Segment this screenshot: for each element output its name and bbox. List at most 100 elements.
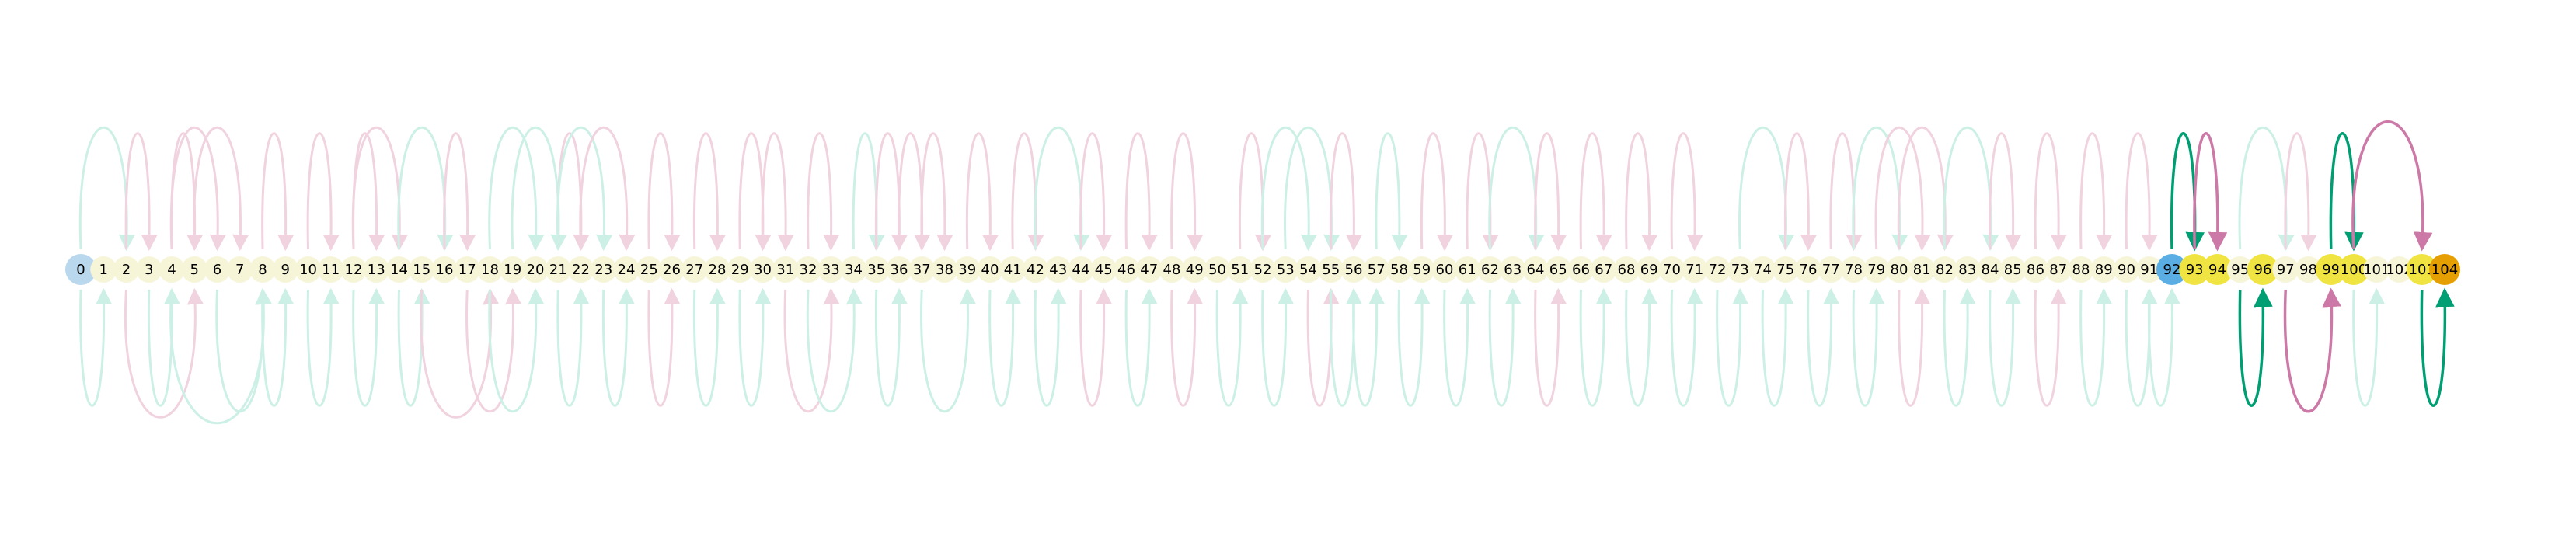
node-69: 69 (1636, 256, 1663, 283)
node-circle (1295, 256, 1322, 283)
node-44: 44 (1068, 256, 1094, 283)
arc-above-4-5 (170, 132, 204, 252)
arc-above-5-7 (193, 127, 249, 252)
arc-below-88-89 (2079, 287, 2113, 407)
node-label: 50 (1208, 262, 1226, 278)
node-label: 23 (594, 262, 612, 278)
node-label: 75 (1776, 262, 1794, 278)
arc-above-64-65 (1534, 132, 1567, 252)
node-label: 12 (345, 262, 363, 278)
arc-below-70-71 (1670, 287, 1703, 407)
arc-above-8-9 (261, 132, 295, 252)
node-circle (90, 256, 117, 283)
node-88: 88 (2068, 256, 2094, 283)
node-100: 100 (2338, 254, 2369, 285)
node-53: 53 (1272, 256, 1299, 283)
node-circle (1159, 256, 1185, 283)
node-label: 72 (1709, 262, 1727, 278)
node-label: 47 (1140, 262, 1158, 278)
node-circle (385, 256, 413, 283)
node-circle (295, 256, 322, 283)
node-circle (1090, 256, 1117, 283)
node-label: 101 (2363, 262, 2390, 278)
node-circle (499, 256, 526, 283)
node-label: 32 (800, 262, 817, 278)
node-circle (567, 256, 594, 283)
node-circle (340, 256, 367, 283)
arc-below-55-56 (1329, 287, 1362, 407)
arc-below-37-39 (920, 287, 977, 412)
arc-above-82-84 (1943, 127, 1999, 252)
node-label: 86 (2027, 262, 2044, 278)
arc-above-95-97 (2238, 127, 2295, 252)
node-circle (317, 256, 344, 283)
arc-below-90-91 (2125, 287, 2158, 407)
node-circle (1795, 256, 1821, 283)
arc-above-12-13 (352, 132, 385, 252)
node-41: 41 (999, 256, 1027, 283)
node-label: 74 (1754, 262, 1772, 278)
arc-below-91-92 (2147, 287, 2180, 407)
arc-above-36-37 (898, 132, 931, 252)
node-13: 13 (363, 256, 390, 283)
node-70: 70 (1658, 256, 1685, 283)
node-label: 68 (1618, 262, 1636, 278)
arc-below-46-47 (1124, 287, 1158, 407)
node-6: 6 (204, 256, 231, 283)
node-81: 81 (1908, 256, 1936, 283)
arc-below-40-41 (988, 287, 1022, 407)
node-circle (1499, 256, 1526, 283)
node-circle (1863, 256, 1890, 283)
node-circle (1181, 256, 1208, 283)
arc-below-18-20 (488, 287, 545, 412)
node-label: 18 (481, 262, 499, 278)
arc-below-58-59 (1397, 287, 1431, 407)
node-label: 62 (1481, 262, 1499, 278)
node-circle (886, 256, 912, 283)
node-label: 33 (822, 262, 840, 278)
arc-above-39-40 (965, 132, 999, 252)
node-circle (1408, 256, 1435, 283)
node-circle (1567, 256, 1595, 283)
node-label: 3 (145, 262, 153, 278)
node-circle (1386, 256, 1413, 283)
node-11: 11 (317, 256, 344, 283)
node-label: 13 (368, 262, 385, 278)
node-label: 59 (1413, 262, 1431, 278)
node-label: 44 (1072, 262, 1090, 278)
arc-below-68-69 (1625, 287, 1658, 407)
node-0: 0 (65, 254, 96, 285)
node-circle (1431, 256, 1458, 283)
node-label: 54 (1299, 262, 1317, 278)
node-label: 98 (2299, 262, 2317, 278)
node-circle (2201, 254, 2233, 285)
arc-above-18-20 (488, 127, 545, 252)
node-104: 104 (2429, 254, 2460, 285)
node-circle (272, 256, 299, 283)
arc-below-17-19 (465, 287, 522, 412)
node-circle (2295, 256, 2322, 283)
node-circle (431, 256, 458, 283)
arc-above-90-91 (2125, 132, 2158, 252)
node-16: 16 (431, 256, 458, 283)
node-label: 11 (322, 262, 340, 278)
node-label: 51 (1231, 262, 1249, 278)
node-label: 85 (2004, 262, 2022, 278)
node-45: 45 (1090, 256, 1117, 283)
arc-above-4-6 (169, 127, 226, 252)
node-83: 83 (1954, 256, 1981, 283)
node-36: 36 (886, 256, 912, 283)
node-label: 20 (527, 262, 545, 278)
node-label: 88 (2072, 262, 2090, 278)
node-25: 25 (636, 256, 663, 283)
node-circle (2135, 256, 2163, 283)
arc-above-52-54 (1260, 127, 1317, 252)
node-circle (1999, 256, 2027, 283)
node-label: 55 (1322, 262, 1340, 278)
node-label: 81 (1913, 262, 1931, 278)
node-68: 68 (1613, 256, 1640, 283)
node-circle (2315, 254, 2347, 285)
node-circle (522, 256, 549, 283)
node-label: 77 (1822, 262, 1840, 278)
arc-above-86-87 (2034, 132, 2067, 252)
